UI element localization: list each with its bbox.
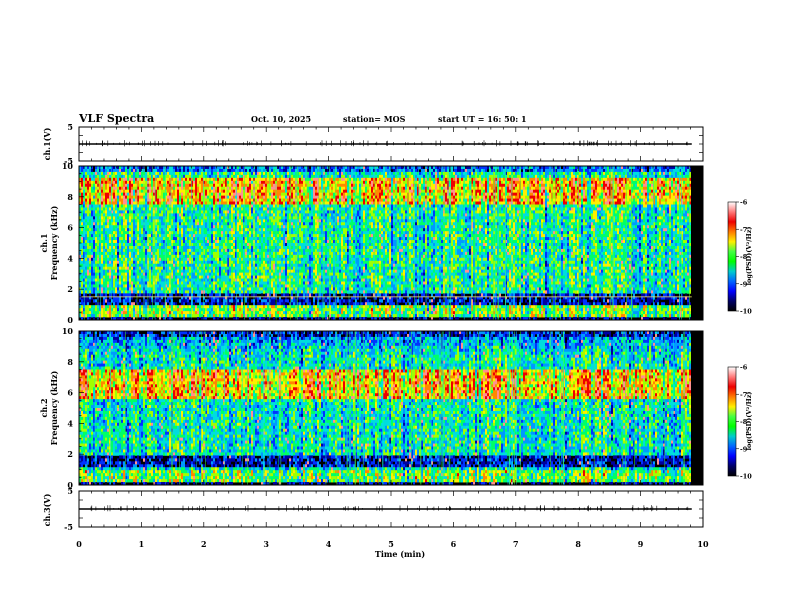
ch2-colorbar-tick-label: -9	[740, 445, 748, 453]
x-tick-label: 4	[326, 539, 332, 549]
x-tick-label: 1	[139, 539, 145, 549]
ch2-spectrogram-y-tick-label: 6	[67, 388, 73, 398]
ch2-spectrogram-ylabel-channel: ch.2	[39, 398, 49, 417]
ch2-colorbar-label: log(PSD)(V²/Hz)	[745, 392, 753, 451]
ch2-spectrogram-y-tick-label: 10	[62, 326, 74, 336]
ch1-waveform-trace	[78, 140, 692, 147]
ch1-waveform-y-tick-label: 5	[67, 122, 73, 132]
ch2-spectrogram-y-tick-label: 4	[67, 418, 73, 428]
x-tick-label: 7	[513, 539, 519, 549]
x-axis-label: Time (min)	[375, 549, 425, 559]
start-time-label: start UT = 16: 50: 1	[438, 114, 527, 124]
ch2-spectrogram-y-tick-label: 0	[67, 480, 73, 490]
ch1-colorbar-label: log(PSD)(V²/Hz)	[745, 227, 753, 286]
x-tick-label: 2	[201, 539, 207, 549]
x-tick-label: 5	[388, 539, 394, 549]
ch1-colorbar-tick-label: -10	[740, 308, 752, 316]
ch2-colorbar-tick-label: -7	[740, 391, 747, 399]
ch3-waveform-y-tick-label: -5	[64, 522, 73, 532]
ch1-waveform-ylabel: ch.1(V)	[42, 127, 52, 160]
ch1-spectrogram-y-tick-label: 4	[67, 253, 73, 263]
ch1-colorbar	[727, 201, 737, 312]
ch1-waveform-y-tick-label: -5	[64, 156, 73, 166]
ch1-colorbar-tick-label: -7	[740, 226, 747, 234]
ch2-spectrogram	[79, 331, 691, 485]
date-label: Oct. 10, 2025	[251, 114, 311, 124]
station-label: station= MOS	[343, 114, 406, 124]
ch1-spectrogram-ylabel-channel: ch.1	[39, 233, 49, 252]
ch1-colorbar-tick-label: -6	[740, 199, 748, 207]
ch1-spectrogram-ylabel-frequency: Frequency (kHz)	[49, 205, 59, 280]
ch1-spectrogram-y-tick-label: 10	[62, 161, 74, 171]
axis-ticks	[78, 126, 704, 528]
ch3-waveform-trace	[78, 505, 692, 512]
ch1-spectrogram	[79, 166, 692, 320]
x-tick-label: 9	[638, 539, 644, 549]
ch1-spectrogram-y-tick-label: 6	[67, 223, 73, 233]
ch2-spectrogram-y-tick-label: 2	[67, 449, 73, 459]
ch1-spectrogram-y-tick-label: 8	[67, 192, 73, 202]
x-tick-label: 3	[263, 539, 269, 549]
ch1-colorbar-tick-label: -8	[740, 253, 748, 261]
ch2-colorbar-tick-label: -8	[740, 418, 748, 426]
ch1-colorbar-tick-label: -9	[740, 280, 748, 288]
x-tick-label: 8	[575, 539, 581, 549]
ch2-colorbar-tick-label: -6	[740, 364, 748, 372]
ch2-colorbar-tick-label: -10	[740, 473, 752, 481]
ch1-spectrogram-y-tick-label: 2	[67, 284, 73, 294]
ch2-colorbar	[727, 366, 737, 477]
x-tick-label: 0	[76, 539, 82, 549]
ch3-waveform-ylabel: ch.3(V)	[42, 493, 52, 526]
ch2-spectrogram-ylabel-frequency: Frequency (kHz)	[49, 370, 59, 445]
ch1-spectrogram-y-tick-label: 0	[67, 315, 73, 325]
ch2-spectrogram-y-tick-label: 8	[67, 357, 73, 367]
chart-title: VLF Spectra	[78, 112, 154, 125]
ch3-waveform-y-tick-label: 5	[67, 486, 73, 496]
x-tick-label: 6	[451, 539, 457, 549]
x-tick-label: 10	[697, 539, 709, 549]
colorbar-ticks: -6 -7 -8 -9 -10 -6 -7 -8 -9 -10	[736, 199, 752, 481]
